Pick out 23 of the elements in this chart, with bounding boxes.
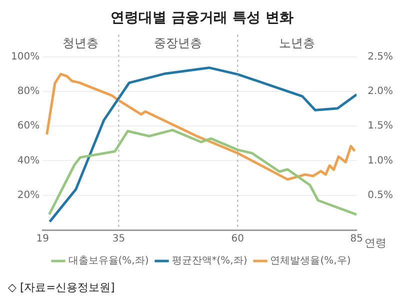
text: 노년층	[279, 36, 316, 50]
legend-label: 평균잔액*(%,좌)	[172, 256, 248, 267]
y2-tick-label: 2.0%	[368, 86, 393, 98]
y-tick-label: 40%	[17, 155, 40, 166]
x-tick-label: 60	[231, 234, 244, 245]
chart-title: 연령대별 금융거래 특성 변화	[110, 10, 294, 26]
y-tick-label: 20%	[17, 190, 40, 201]
x-tick-label: 85	[350, 234, 363, 245]
y-tick-label: 80%	[17, 86, 40, 98]
y2-tick-label: 2.5%	[368, 51, 393, 62]
y-tick-label: 60%	[17, 120, 40, 132]
y2-tick-label: 1.0%	[368, 155, 393, 166]
y2-tick-label: 1.5%	[368, 120, 393, 132]
y2-tick-label: 0.5%	[368, 190, 393, 201]
text: ◇ [자료=신용정보원]	[8, 280, 116, 295]
y-tick-label: 100%	[10, 51, 40, 62]
x-tick-label: 19	[36, 234, 49, 245]
legend-label: 대출보유율(%,좌)	[68, 256, 149, 267]
legend-label: 연체발생율(%,우)	[270, 256, 351, 267]
x-axis-title: 연령	[364, 236, 387, 250]
text: 청년층	[62, 36, 99, 50]
x-tick-label: 35	[112, 234, 126, 245]
text: 중장년층	[154, 36, 202, 50]
